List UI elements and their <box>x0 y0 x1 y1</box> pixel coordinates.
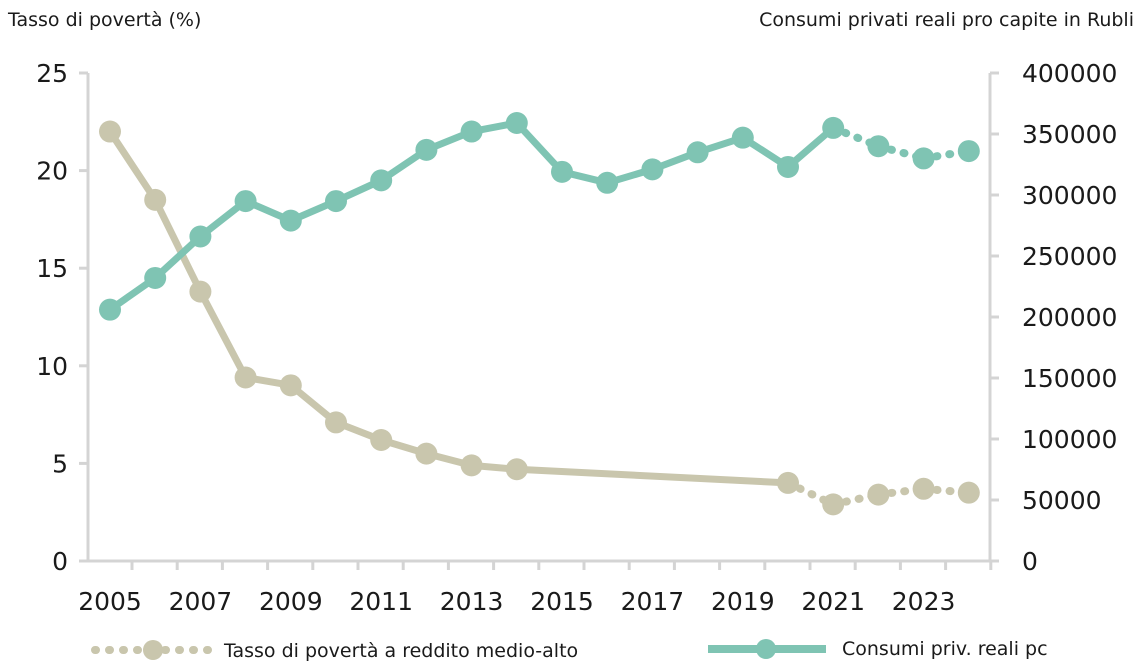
series-1-point <box>686 141 709 164</box>
series-1-point <box>867 135 890 158</box>
left-tick-label: 20 <box>36 157 68 186</box>
left-axis-title: Tasso di povertà (%) <box>7 9 201 31</box>
series-1-point <box>99 298 121 321</box>
left-tick-label: 5 <box>52 449 68 478</box>
series-0-point <box>325 411 347 434</box>
right-tick-label: 200000 <box>1022 303 1117 332</box>
legend-label-poverty: Tasso di povertà a reddito medio-alto <box>223 640 578 661</box>
series-1-point <box>234 190 257 213</box>
x-tick-label: 2011 <box>349 587 413 616</box>
series-0-point <box>460 454 483 477</box>
right-tick-label: 350000 <box>1022 120 1117 149</box>
series-0-point <box>415 442 438 465</box>
x-tick-label: 2005 <box>78 587 142 616</box>
series-1-point <box>777 155 799 178</box>
x-tick-label: 2015 <box>530 587 594 616</box>
series-1-point <box>144 266 167 289</box>
series-1-point <box>370 169 393 192</box>
series-1-point <box>731 126 754 149</box>
right-tick-label: 0 <box>1022 547 1038 576</box>
right-tick-label: 100000 <box>1022 425 1117 454</box>
right-tick-label: 400000 <box>1022 59 1117 88</box>
series-0-segment <box>513 465 792 487</box>
x-tick-label: 2009 <box>259 587 323 616</box>
legend: Tasso di povertà a reddito medio-alto Co… <box>91 638 1048 661</box>
legend-item-consumption: Consumi priv. reali pc <box>708 638 1048 660</box>
series-0-segment <box>151 196 204 296</box>
x-tick-label: 2007 <box>169 587 233 616</box>
series-1-point <box>279 209 302 232</box>
left-tick-label: 0 <box>52 547 68 576</box>
series-0-point <box>370 428 393 451</box>
series-1-point <box>551 160 573 183</box>
legend-swatch-consumption-marker <box>756 639 776 659</box>
series-1-point <box>415 138 438 161</box>
series-0-point <box>144 188 167 211</box>
right-axis-title: Consumi privati reali pro capite in Rubl… <box>759 9 1134 31</box>
series-0-point <box>912 477 935 500</box>
legend-label-consumption: Consumi priv. reali pc <box>842 638 1048 660</box>
series-0-point <box>189 280 212 303</box>
series-0-point <box>279 374 302 397</box>
axes: 0 5 10 15 20 25 0 50000 100000 150000 200000 250000… <box>36 59 1117 616</box>
series-1-point <box>957 140 980 163</box>
left-tick-label: 15 <box>36 254 68 283</box>
series-0-segment <box>106 128 159 204</box>
x-tick-label: 2013 <box>440 587 504 616</box>
right-tick-label: 300000 <box>1022 181 1117 210</box>
series-1-segment <box>513 119 566 176</box>
x-tick-label: 2023 <box>892 587 956 616</box>
series-0-point <box>822 493 845 516</box>
series-lines <box>106 119 973 509</box>
series-0-point <box>777 471 799 494</box>
right-tick-label: 250000 <box>1022 242 1117 271</box>
series-1-point <box>641 158 664 181</box>
series-0-point <box>957 481 980 504</box>
series-1-point <box>460 120 483 143</box>
series-1-point <box>325 190 347 213</box>
series-0-point <box>99 120 121 143</box>
left-tick-label: 10 <box>36 352 68 381</box>
series-0-point <box>867 483 890 506</box>
x-tick-label: 2017 <box>621 587 685 616</box>
series-1-point <box>189 225 212 248</box>
x-tick-label: 2019 <box>711 587 775 616</box>
right-tick-label: 50000 <box>1022 486 1102 515</box>
series-1-point <box>596 171 619 194</box>
series-1-point <box>505 112 528 135</box>
series-0-segment <box>196 288 250 382</box>
left-tick-label: 25 <box>36 59 68 88</box>
series-0-point <box>234 366 257 389</box>
legend-item-poverty: Tasso di povertà a reddito medio-alto <box>91 640 578 661</box>
series-0-point <box>505 458 528 481</box>
x-tick-label: 2021 <box>801 587 865 616</box>
legend-swatch-poverty-marker <box>143 640 163 660</box>
series-markers <box>99 112 980 516</box>
series-1-point <box>912 147 935 170</box>
right-tick-label: 150000 <box>1022 364 1117 393</box>
series-1-point <box>822 116 845 139</box>
